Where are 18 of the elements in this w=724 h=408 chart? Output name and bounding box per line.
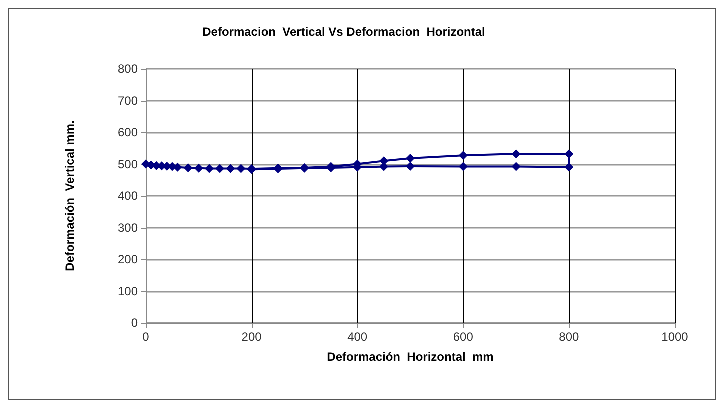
x-axis-title: Deformación Horizontal mm — [327, 350, 494, 364]
y-tick-label: 200 — [118, 252, 138, 266]
y-tick-label: 600 — [118, 126, 138, 140]
x-tick-label: 1000 — [662, 330, 689, 344]
y-tick-label: 800 — [118, 62, 138, 76]
x-tick-label: 0 — [142, 330, 150, 344]
y-tick-label: 0 — [131, 316, 138, 330]
x-tick-label: 800 — [559, 330, 580, 344]
y-axis-title: Deformación Vertical mm. — [63, 120, 77, 272]
y-tick-label: 300 — [118, 220, 138, 235]
y-tick-label: 400 — [118, 189, 138, 203]
x-tick-label: 600 — [453, 330, 474, 344]
y-tick-label: 700 — [118, 94, 138, 108]
y-tick-label: 500 — [118, 157, 138, 172]
chart-title: Deformacion Vertical Vs Deformacion Horizontal — [202, 25, 486, 39]
y-tick-label: 100 — [118, 284, 138, 298]
x-tick-label: 200 — [242, 330, 262, 344]
x-tick-label: 400 — [348, 330, 368, 344]
